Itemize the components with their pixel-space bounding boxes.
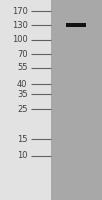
Text: 130: 130 <box>12 21 28 29</box>
Bar <box>0 0 51 200</box>
Bar <box>66 23 86 27</box>
Text: 70: 70 <box>17 50 28 59</box>
Text: 55: 55 <box>17 64 28 72</box>
Text: 100: 100 <box>12 36 28 45</box>
Text: 40: 40 <box>17 80 28 88</box>
Text: 25: 25 <box>17 104 28 114</box>
Text: 10: 10 <box>17 152 28 160</box>
Text: 35: 35 <box>17 90 28 99</box>
Text: 15: 15 <box>17 134 28 144</box>
Text: 170: 170 <box>12 6 28 16</box>
